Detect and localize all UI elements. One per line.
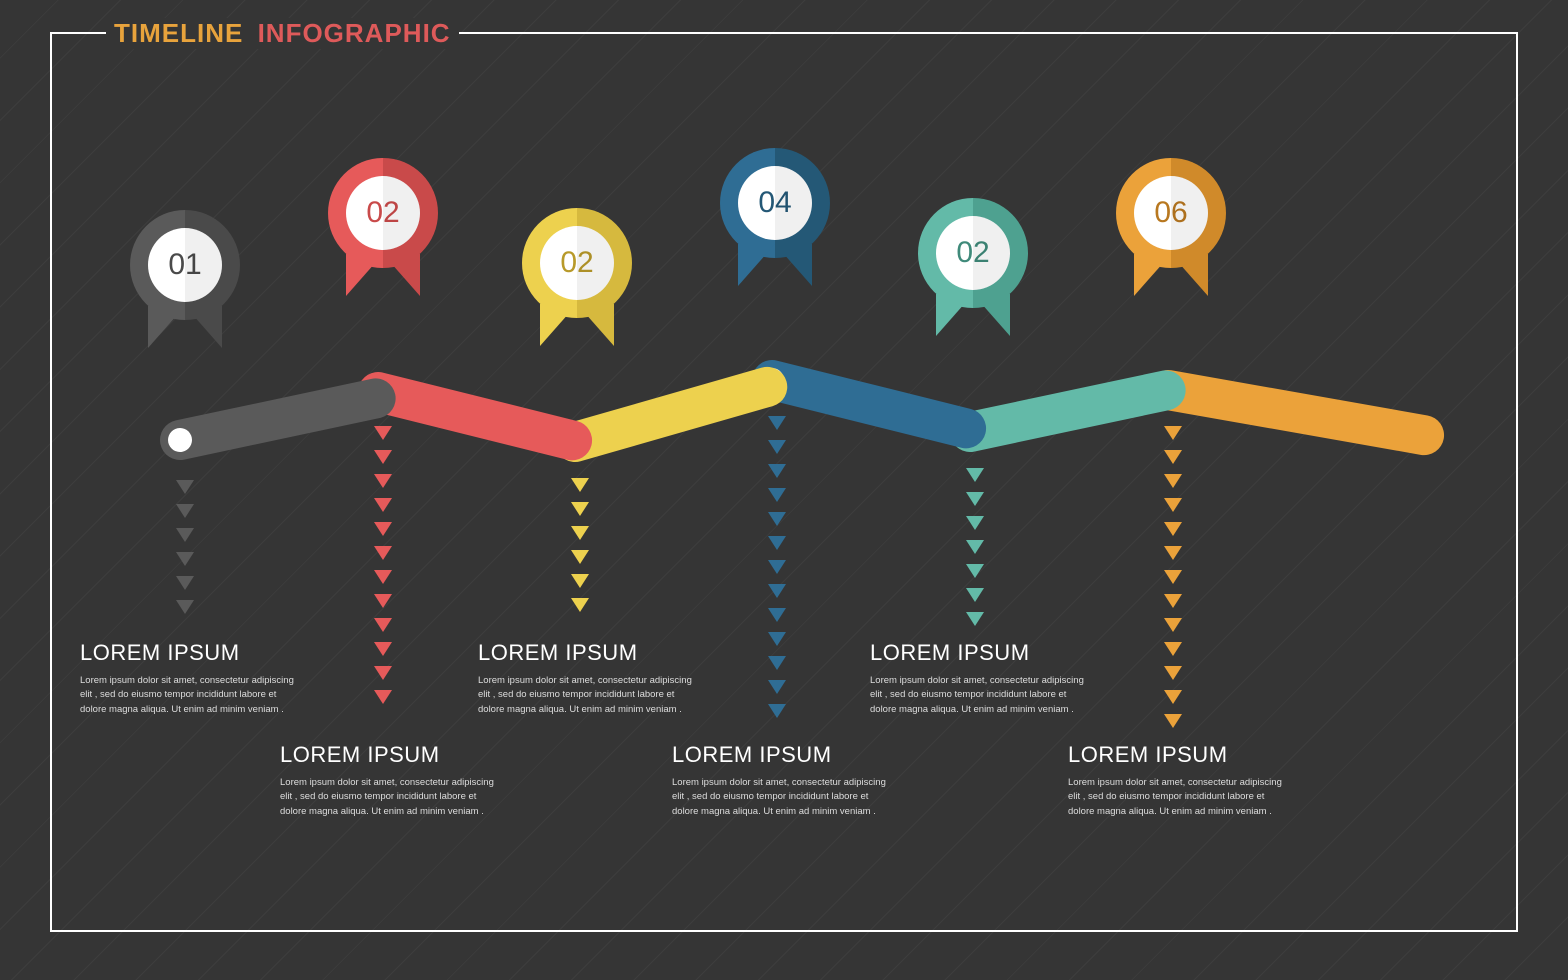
arrow-triangle-icon (768, 704, 786, 718)
arrow-triangle-icon (768, 488, 786, 502)
arrow-triangle-icon (1164, 666, 1182, 680)
arrow-triangle-icon (571, 526, 589, 540)
arrow-triangle-icon (1164, 498, 1182, 512)
arrow-triangle-icon (966, 588, 984, 602)
arrow-triangle-icon (176, 576, 194, 590)
arrow-triangle-icon (768, 440, 786, 454)
step-heading: LOREM IPSUM (80, 640, 300, 666)
arrow-triangle-icon (176, 552, 194, 566)
arrow-triangle-icon (176, 528, 194, 542)
arrow-column (768, 416, 786, 718)
arrow-triangle-icon (374, 570, 392, 584)
step-body: Lorem ipsum dolor sit amet, consectetur … (280, 776, 500, 819)
arrow-triangle-icon (374, 450, 392, 464)
step-body: Lorem ipsum dolor sit amet, consectetur … (1068, 776, 1288, 819)
arrow-triangle-icon (571, 478, 589, 492)
arrow-triangle-icon (571, 550, 589, 564)
arrow-triangle-icon (1164, 618, 1182, 632)
arrow-triangle-icon (1164, 714, 1182, 728)
arrow-triangle-icon (374, 522, 392, 536)
arrow-triangle-icon (571, 574, 589, 588)
step-text-block: LOREM IPSUM Lorem ipsum dolor sit amet, c… (870, 640, 1090, 717)
step-text-block: LOREM IPSUM Lorem ipsum dolor sit amet, c… (478, 640, 698, 717)
arrow-triangle-icon (966, 564, 984, 578)
step-text-block: LOREM IPSUM Lorem ipsum dolor sit amet, c… (1068, 742, 1288, 819)
arrow-triangle-icon (768, 560, 786, 574)
timeline-pin: 06 (1116, 158, 1226, 308)
arrow-triangle-icon (966, 612, 984, 626)
step-heading: LOREM IPSUM (280, 742, 500, 768)
arrow-column (966, 468, 984, 626)
arrow-triangle-icon (768, 512, 786, 526)
arrow-triangle-icon (768, 680, 786, 694)
step-heading: LOREM IPSUM (672, 742, 892, 768)
timeline-pin: 02 (918, 198, 1028, 348)
arrow-triangle-icon (768, 536, 786, 550)
arrow-triangle-icon (1164, 522, 1182, 536)
arrow-triangle-icon (1164, 690, 1182, 704)
arrow-triangle-icon (176, 504, 194, 518)
timeline-pin: 04 (720, 148, 830, 298)
arrow-triangle-icon (176, 480, 194, 494)
arrow-triangle-icon (966, 516, 984, 530)
arrow-triangle-icon (1164, 642, 1182, 656)
arrow-column (1164, 426, 1182, 728)
arrow-triangle-icon (768, 464, 786, 478)
title-word-1: TIMELINE (114, 18, 243, 48)
arrow-triangle-icon (374, 594, 392, 608)
timeline-bar-dot (166, 426, 194, 454)
timeline-pin: 01 (130, 210, 240, 360)
arrow-triangle-icon (374, 618, 392, 632)
timeline-pin: 02 (328, 158, 438, 308)
arrow-column (176, 480, 194, 614)
arrow-triangle-icon (374, 498, 392, 512)
arrow-triangle-icon (176, 600, 194, 614)
arrow-triangle-icon (768, 656, 786, 670)
arrow-triangle-icon (1164, 570, 1182, 584)
arrow-triangle-icon (571, 598, 589, 612)
step-body: Lorem ipsum dolor sit amet, consectetur … (478, 674, 698, 717)
arrow-triangle-icon (768, 632, 786, 646)
arrow-triangle-icon (374, 474, 392, 488)
arrow-triangle-icon (1164, 474, 1182, 488)
step-body: Lorem ipsum dolor sit amet, consectetur … (80, 674, 300, 717)
step-heading: LOREM IPSUM (478, 640, 698, 666)
step-heading: LOREM IPSUM (1068, 742, 1288, 768)
step-text-block: LOREM IPSUM Lorem ipsum dolor sit amet, c… (280, 742, 500, 819)
step-heading: LOREM IPSUM (870, 640, 1090, 666)
page-title: TIMELINE INFOGRAPHIC (106, 18, 459, 49)
arrow-triangle-icon (374, 546, 392, 560)
arrow-triangle-icon (966, 540, 984, 554)
arrow-triangle-icon (768, 416, 786, 430)
step-text-block: LOREM IPSUM Lorem ipsum dolor sit amet, c… (80, 640, 300, 717)
timeline-pin: 02 (522, 208, 632, 358)
arrow-triangle-icon (374, 642, 392, 656)
arrow-triangle-icon (374, 426, 392, 440)
arrow-triangle-icon (1164, 426, 1182, 440)
step-body: Lorem ipsum dolor sit amet, consectetur … (870, 674, 1090, 717)
arrow-column (374, 426, 392, 704)
arrow-column (571, 478, 589, 612)
step-body: Lorem ipsum dolor sit amet, consectetur … (672, 776, 892, 819)
arrow-triangle-icon (571, 502, 589, 516)
arrow-triangle-icon (768, 584, 786, 598)
arrow-triangle-icon (1164, 546, 1182, 560)
arrow-triangle-icon (966, 492, 984, 506)
step-text-block: LOREM IPSUM Lorem ipsum dolor sit amet, c… (672, 742, 892, 819)
arrow-triangle-icon (374, 666, 392, 680)
title-word-2: INFOGRAPHIC (258, 18, 451, 48)
arrow-triangle-icon (768, 608, 786, 622)
arrow-triangle-icon (966, 468, 984, 482)
arrow-triangle-icon (1164, 594, 1182, 608)
arrow-triangle-icon (374, 690, 392, 704)
arrow-triangle-icon (1164, 450, 1182, 464)
